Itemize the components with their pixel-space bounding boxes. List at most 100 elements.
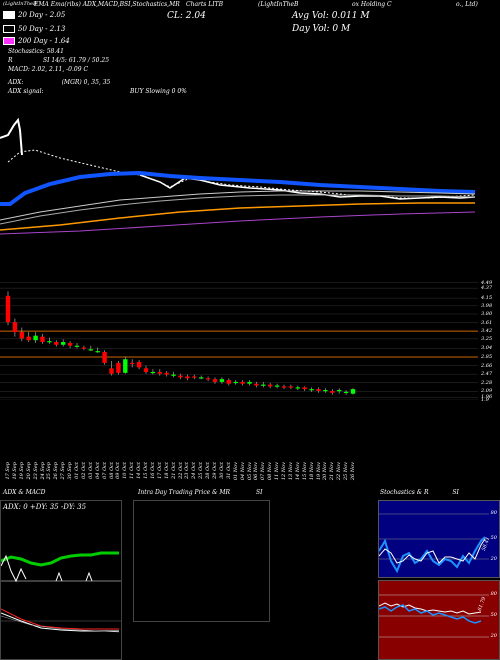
- price-tick-label: 2.47: [481, 371, 493, 378]
- date-tick-label: 02 Oct: [80, 462, 87, 479]
- candle-body: [343, 391, 349, 394]
- price-tick-label: 2.09: [481, 388, 493, 395]
- legend-label-50: 50 Day - 2.13: [18, 25, 66, 33]
- stochastics-panel: 80 50 20 58.41: [378, 500, 500, 578]
- intra-day-panel: [133, 500, 270, 622]
- stoch-tick-20: 20: [490, 556, 497, 562]
- candle-body: [323, 390, 328, 392]
- date-tick-label: 17 Oct: [156, 462, 163, 479]
- date-tick-label: 04 Nov: [239, 462, 246, 481]
- price-tick-label: 3.98: [481, 302, 493, 309]
- candle-body: [281, 386, 287, 388]
- price-tick-label: 1.9: [481, 397, 489, 403]
- candle-body: [33, 335, 38, 341]
- candle-body: [109, 368, 114, 374]
- candle-body: [5, 295, 11, 323]
- date-tick-label: 09 Oct: [115, 462, 122, 479]
- candles-group: [5, 291, 356, 395]
- candle-body: [274, 385, 280, 387]
- candle-body: [130, 362, 135, 365]
- price-line: [0, 117, 23, 156]
- date-tick-label: 24 Oct: [191, 462, 198, 479]
- price-tick-label: 3.42: [481, 328, 493, 335]
- stoch-tick-50: 50: [490, 535, 497, 541]
- candle-body: [12, 322, 18, 333]
- intra-title-suffix: SI: [255, 489, 263, 496]
- date-tick-label: 18 Oct: [163, 462, 170, 479]
- ema-blue: [0, 170, 476, 206]
- date-tick-label: 16 Oct: [149, 462, 156, 479]
- date-tick-label: 31 Oct: [225, 462, 232, 479]
- candle-body: [316, 389, 321, 391]
- date-tick-label: 21 Oct: [170, 462, 177, 479]
- rsi-tick-50: 50: [490, 612, 497, 618]
- price-close-line: [139, 174, 476, 200]
- candle-body: [88, 349, 93, 351]
- price-tick-label: 2.85: [481, 353, 493, 360]
- header-company-1: (LightInTheB: [258, 1, 299, 8]
- date-tick-label: 22 Nov: [336, 462, 343, 481]
- candle-body: [199, 377, 204, 379]
- candlestick-chart: [0, 282, 478, 400]
- ema-white-2: [0, 194, 476, 225]
- intra-panel-title: Intra Day Trading Price & MR SI: [138, 489, 262, 496]
- legend-label-200: 200 Day - 1.64: [18, 37, 70, 45]
- date-tick-label: 29 Oct: [212, 462, 218, 479]
- day-volume: Day Vol: 0 M: [292, 24, 351, 34]
- date-tick-label: 11 Oct: [129, 462, 136, 479]
- candle-body: [309, 389, 314, 391]
- date-tick-label: 04 Oct: [94, 462, 101, 479]
- date-tick-label: 23 Oct: [184, 462, 191, 479]
- date-tick-label: 25 Sep: [46, 462, 53, 480]
- adx-panel-lines: [1, 551, 121, 633]
- candle-body: [164, 372, 169, 375]
- price-tick-label: 4.15: [481, 295, 493, 302]
- date-tick-label: 21 Nov: [329, 462, 336, 481]
- date-tick-label: 25 Oct: [198, 462, 205, 479]
- candle-body: [150, 371, 156, 374]
- candle-body: [219, 379, 225, 382]
- date-tick-label: 03 Oct: [87, 462, 94, 479]
- info-rsi: R SI 14/5: 61.79 / 50.25: [8, 57, 110, 64]
- date-tick-label: 07 Oct: [101, 462, 108, 479]
- info-macd: MACD: 2.02, 2.11, -0.09 C: [8, 66, 89, 73]
- info-adx-signal: ADX signal:: [8, 88, 44, 95]
- date-tick-label: 06 Nov: [253, 462, 260, 481]
- candle-body: [26, 336, 31, 341]
- price-tick-label: 2.66: [481, 362, 493, 369]
- candle-body: [295, 387, 300, 389]
- date-tick-label: 14 Nov: [294, 462, 301, 481]
- date-tick-label: 13 Nov: [287, 462, 294, 481]
- price-tick-label: 3.04: [481, 345, 493, 352]
- avg-volume: Avg Vol: 0.011 M: [292, 11, 370, 21]
- price-grid: [0, 282, 478, 400]
- candle-body: [240, 381, 245, 384]
- candle-body: [185, 376, 190, 379]
- candle-body: [143, 368, 149, 372]
- legend-50-day: 50 Day - 2.13: [3, 25, 65, 33]
- stochastics-lines: [379, 513, 489, 574]
- header-company-3: o., Ltd): [456, 1, 478, 8]
- candle-body: [61, 342, 66, 345]
- header-top-left: (LightInTheB: [3, 1, 37, 7]
- info-adx: ADX: (MGR) 0, 35, 35: [8, 79, 111, 86]
- adx-values: ADX: 0 +DY: 35 -DY: 35: [3, 503, 87, 511]
- candle-body: [81, 347, 87, 349]
- candle-body: [192, 376, 197, 378]
- candle-body: [233, 381, 238, 384]
- candle-body: [47, 341, 52, 343]
- legend-label-20: 20 Day - 2.05: [18, 11, 66, 19]
- candle-body: [254, 383, 259, 386]
- candle-body: [288, 386, 294, 388]
- candle-body: [116, 362, 121, 373]
- close-label: CL: 2.04: [167, 11, 206, 21]
- candle-body: [268, 384, 273, 387]
- stoch-title-text: Stochastics & R: [380, 489, 429, 496]
- candle-body: [171, 374, 176, 376]
- date-tick-label: 08 Oct: [108, 462, 115, 479]
- date-tick-label: 30 Oct: [218, 462, 225, 479]
- header-symbol: Charts LITB: [186, 1, 224, 8]
- candle-body: [157, 371, 162, 374]
- date-tick-label: 26 Nov: [350, 462, 356, 481]
- date-tick-label: 19 Sep: [18, 462, 25, 480]
